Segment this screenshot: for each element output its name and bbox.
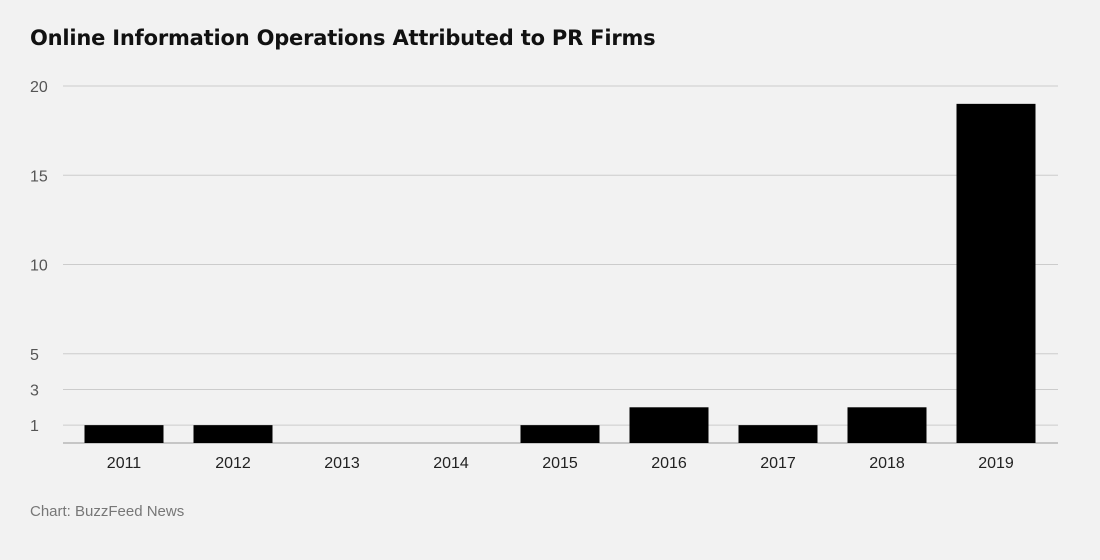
x-tick-label: 2018 [869, 455, 905, 472]
x-tick-label: 2016 [651, 455, 687, 472]
x-tick-label: 2019 [978, 455, 1014, 472]
x-tick-label: 2011 [107, 455, 142, 472]
bar-2017 [738, 425, 818, 443]
y-tick-label: 15 [30, 168, 48, 185]
bars [84, 103, 1036, 443]
bar-2011 [84, 425, 164, 443]
bar-2015 [520, 425, 600, 443]
chart-source: Chart: BuzzFeed News [30, 503, 185, 520]
bar-2019 [956, 103, 1036, 443]
x-axis-ticks: 2011 2012 2013 2014 2015 2016 2017 2018 2019 [107, 455, 1014, 472]
x-tick-label: 2012 [215, 455, 251, 472]
y-axis-ticks: 1 3 5 10 15 20 [30, 79, 48, 435]
bar-2012 [193, 425, 273, 443]
chart-title: Online Information Operations Attributed… [30, 26, 656, 50]
gridlines [63, 85, 1058, 444]
x-tick-label: 2015 [542, 455, 578, 472]
x-tick-label: 2013 [324, 455, 360, 472]
x-tick-label: 2014 [433, 455, 469, 472]
y-tick-label: 10 [30, 258, 48, 275]
bar-2016 [629, 407, 709, 443]
x-tick-label: 2017 [760, 455, 796, 472]
y-tick-label: 5 [30, 347, 39, 364]
bar-2018 [847, 407, 927, 443]
y-tick-label: 3 [30, 382, 39, 399]
y-tick-label: 20 [30, 79, 48, 96]
y-tick-label: 1 [30, 418, 39, 435]
